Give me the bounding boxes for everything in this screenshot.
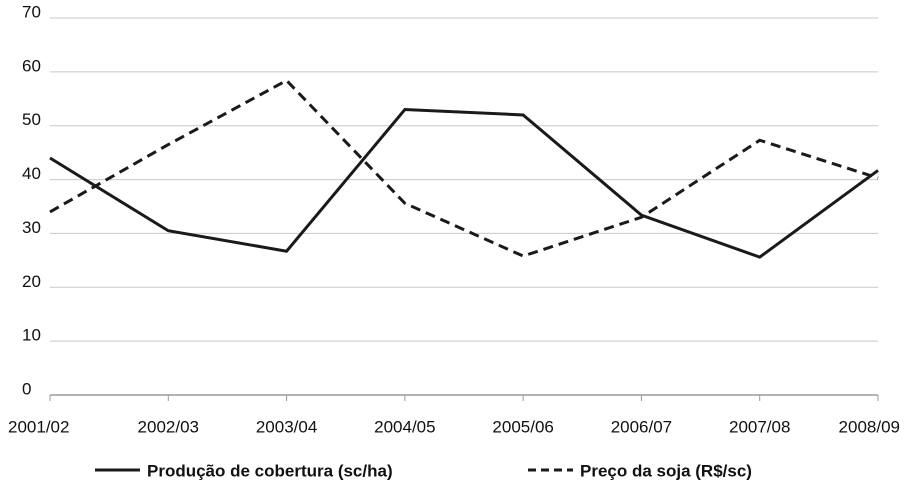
x-tick-label: 2008/09 [839, 417, 900, 436]
y-tick-label: 30 [22, 218, 41, 237]
legend-text: Preço da soja (R$/sc) [580, 461, 752, 480]
y-tick-label: 60 [22, 56, 41, 75]
x-tick-label: 2006/07 [611, 417, 672, 436]
y-tick-label: 50 [22, 110, 41, 129]
legend-text: Produção de cobertura (sc/ha) [147, 461, 393, 480]
y-tick-label: 0 [22, 379, 31, 398]
series-line [49, 108, 879, 259]
x-tick-label: 2002/03 [138, 417, 199, 436]
series-line [49, 78, 879, 258]
y-tick-label: 10 [22, 326, 41, 345]
y-tick-label: 20 [22, 272, 41, 291]
y-tick-label: 70 [22, 2, 41, 21]
x-tick-label: 2007/08 [729, 417, 790, 436]
x-tick-label: 2004/05 [374, 417, 435, 436]
y-tick-label: 40 [22, 164, 41, 183]
x-tick-label: 2001/02 [8, 417, 69, 436]
x-tick-label: 2003/04 [256, 417, 317, 436]
x-tick-label: 2005/06 [492, 417, 553, 436]
